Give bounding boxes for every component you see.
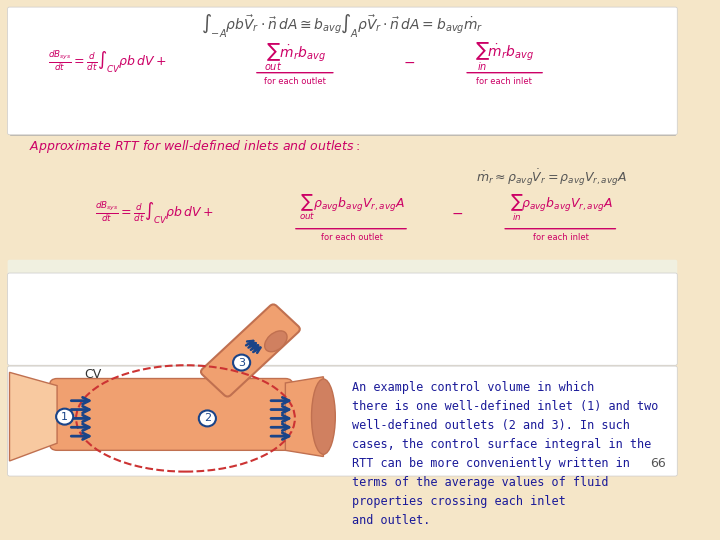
FancyBboxPatch shape [8,7,678,135]
FancyBboxPatch shape [8,273,678,365]
FancyBboxPatch shape [201,305,300,396]
Text: $-$: $-$ [403,55,415,69]
Text: An example control volume in which
there is one well-defined inlet (1) and two
w: An example control volume in which there… [352,381,658,527]
Text: 1: 1 [61,411,68,422]
Text: $\sum_{in} \dot{m}_r b_{avg}$: $\sum_{in} \dot{m}_r b_{avg}$ [474,40,534,73]
FancyBboxPatch shape [8,366,678,476]
Text: $\it{Approximate\ RTT\ for\ well\text{-}defined\ inlets\ and\ outlets:}$: $\it{Approximate\ RTT\ for\ well\text{-}… [29,138,359,155]
Text: $\int_{-A} \rho b\vec{V}_r \cdot \vec{n}\, dA \cong b_{avg} \int_A \rho \vec{V}_: $\int_{-A} \rho b\vec{V}_r \cdot \vec{n}… [201,13,484,40]
FancyBboxPatch shape [8,260,678,286]
FancyBboxPatch shape [50,379,293,450]
Text: for each outlet: for each outlet [321,233,383,242]
Polygon shape [9,372,57,461]
Text: $\dot{m}_r \approx \rho_{avg}\dot{V}_r = \rho_{avg}V_{r,avg}A$: $\dot{m}_r \approx \rho_{avg}\dot{V}_r =… [476,167,627,187]
Text: CV: CV [84,368,102,381]
Circle shape [233,355,250,370]
Text: for each inlet: for each inlet [534,233,589,242]
Text: 66: 66 [650,457,666,470]
Text: $\sum_{in} \rho_{avg}b_{avg}V_{r,avg}A$: $\sum_{in} \rho_{avg}b_{avg}V_{r,avg}A$ [510,192,613,222]
Circle shape [56,409,73,424]
Text: $\frac{dB_{sys}}{dt} = \frac{d}{dt}\int_{CV} \rho b\, dV +$: $\frac{dB_{sys}}{dt} = \frac{d}{dt}\int_… [48,49,166,75]
Ellipse shape [265,331,287,352]
Text: $-$: $-$ [451,206,463,220]
Text: $\frac{dB_{sys}}{dt} = \frac{d}{dt}\int_{CV} \rho b\, dV +$: $\frac{dB_{sys}}{dt} = \frac{d}{dt}\int_… [95,200,214,226]
Text: 3: 3 [238,357,245,368]
Text: 2: 2 [204,414,211,423]
Circle shape [199,410,216,427]
Text: for each outlet: for each outlet [264,77,326,86]
Polygon shape [285,377,323,456]
Ellipse shape [312,379,336,454]
Text: $\sum_{out} \dot{m}_r b_{avg}$: $\sum_{out} \dot{m}_r b_{avg}$ [264,41,326,72]
Text: for each inlet: for each inlet [476,77,532,86]
Text: $\sum_{out} \rho_{avg}b_{avg}V_{r,avg}A$: $\sum_{out} \rho_{avg}b_{avg}V_{r,avg}A$ [299,193,405,222]
